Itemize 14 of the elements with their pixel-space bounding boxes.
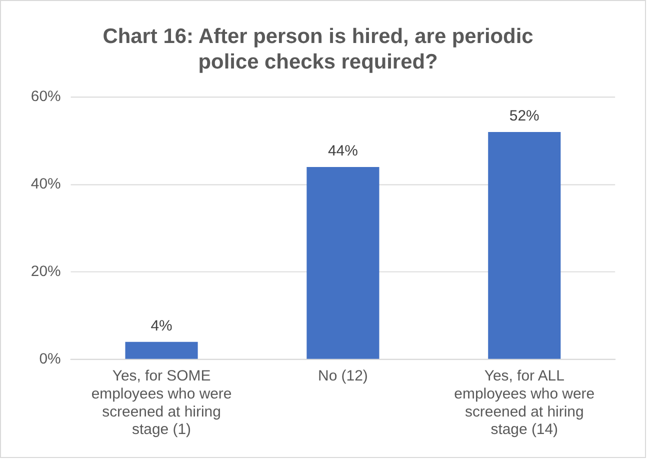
x-tick-label: Yes, for ALL employees who were screened at hiring stage (14) [454,367,595,438]
data-label: 44% [328,142,358,160]
chart-title: Chart 16: After person is hired, are periodic police checks required? [102,25,534,74]
x-tick-label: Yes, for SOME employees who were screened at hiring stage (1) [91,367,232,438]
y-tick-label: 20% [30,263,61,280]
x-tick-label: No (12) [318,367,368,384]
bar [125,342,198,359]
data-label: 4% [150,318,172,335]
y-tick-label: 40% [30,176,61,193]
bar [306,166,380,359]
data-label: 52% [509,108,540,125]
y-tick-label: 0% [39,350,61,368]
bar [488,132,561,359]
y-tick-label: 60% [30,88,61,106]
